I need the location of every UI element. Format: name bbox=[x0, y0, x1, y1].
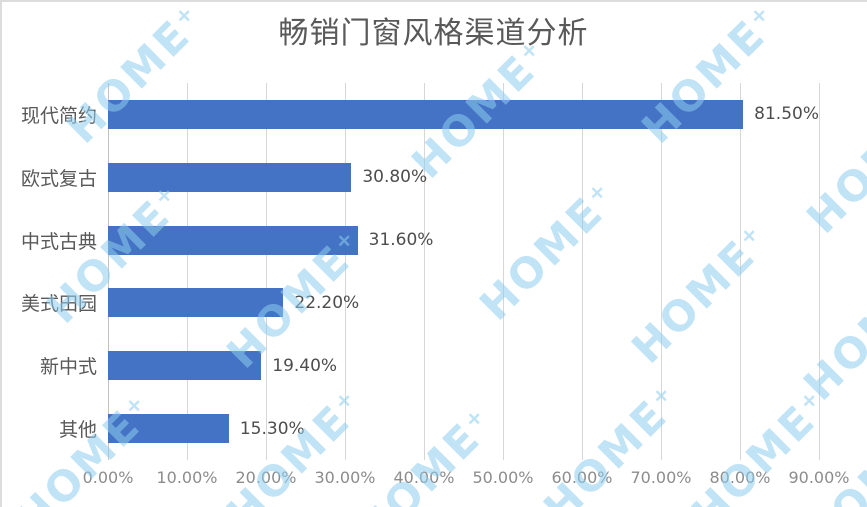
category-label: 美式田园 bbox=[20, 293, 97, 316]
category-label: 其他 bbox=[58, 419, 97, 442]
chart-title: 畅销门窗风格渠道分析 bbox=[278, 16, 589, 51]
value-label: 22.20% bbox=[294, 292, 360, 313]
bar bbox=[108, 288, 284, 318]
category-label: 现代简约 bbox=[20, 104, 97, 127]
gridline bbox=[582, 83, 583, 460]
value-label: 81.50% bbox=[754, 104, 819, 125]
bar bbox=[108, 162, 352, 192]
x-axis-tick-label: 20.00% bbox=[235, 468, 297, 487]
x-axis-tick-label: 30.00% bbox=[314, 468, 376, 487]
value-label: 15.30% bbox=[239, 418, 305, 439]
bar-row: 31.60% bbox=[108, 209, 819, 272]
bar bbox=[108, 351, 262, 381]
x-axis-tick-label: 90.00% bbox=[788, 468, 850, 487]
category-label: 欧式复古 bbox=[20, 167, 97, 190]
bar-row: 15.30% bbox=[108, 397, 819, 460]
category-label: 中式古典 bbox=[20, 230, 97, 253]
x-axis-tick-label: 40.00% bbox=[393, 468, 455, 487]
bar bbox=[108, 414, 229, 444]
plot-area: 81.50% 30.80% 31.60% 22.20% 19.40% 15.30% bbox=[108, 83, 820, 460]
bar-row: 81.50% bbox=[108, 83, 819, 146]
bar-row: 22.20% bbox=[108, 272, 819, 335]
bar bbox=[108, 99, 744, 129]
value-label: 30.80% bbox=[362, 167, 428, 188]
value-label: 31.60% bbox=[368, 230, 434, 251]
x-axis-tick-label: 60.00% bbox=[551, 468, 613, 487]
value-axis-line bbox=[108, 83, 109, 460]
bar bbox=[108, 225, 358, 255]
gridline bbox=[740, 83, 741, 460]
bar-row: 30.80% bbox=[108, 146, 819, 209]
x-axis-tick-label: 0.00% bbox=[82, 468, 134, 487]
bar-row: 19.40% bbox=[108, 334, 819, 397]
category-label: 新中式 bbox=[39, 356, 97, 379]
gridline bbox=[424, 83, 425, 460]
value-label: 19.40% bbox=[272, 355, 338, 376]
x-axis-tick-label: 80.00% bbox=[709, 468, 771, 487]
x-axis-tick-label: 10.00% bbox=[156, 468, 218, 487]
gridline bbox=[266, 83, 267, 460]
gridline bbox=[661, 83, 662, 460]
gridline bbox=[187, 83, 188, 460]
gridline bbox=[819, 83, 820, 460]
gridline bbox=[345, 83, 346, 460]
x-axis-tick-label: 50.00% bbox=[472, 468, 534, 487]
x-axis-tick-label: 70.00% bbox=[630, 468, 692, 487]
gridline bbox=[503, 83, 504, 460]
category-axis: 现代简约欧式复古中式古典美式田园新中式其他 bbox=[0, 83, 97, 460]
